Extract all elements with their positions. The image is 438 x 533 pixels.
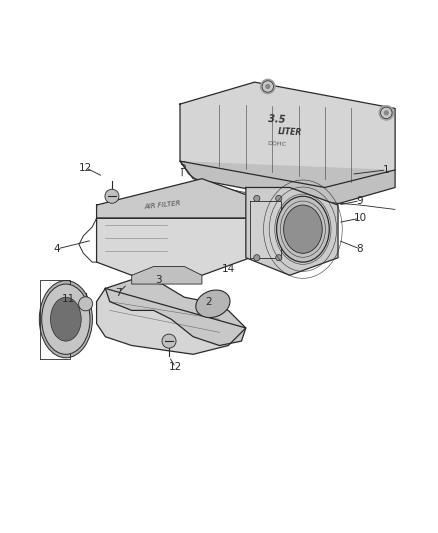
Text: 3.5: 3.5: [267, 114, 285, 125]
Polygon shape: [245, 188, 337, 275]
Polygon shape: [131, 266, 201, 284]
Polygon shape: [96, 288, 245, 354]
Text: 12: 12: [79, 163, 92, 173]
Polygon shape: [250, 205, 280, 258]
Circle shape: [78, 297, 92, 311]
Ellipse shape: [50, 297, 81, 341]
Text: 1: 1: [382, 165, 389, 175]
Text: 4: 4: [53, 244, 60, 254]
Circle shape: [378, 105, 393, 121]
Text: 9: 9: [356, 196, 363, 206]
Text: 12: 12: [169, 362, 182, 373]
Polygon shape: [96, 179, 250, 218]
Circle shape: [162, 334, 176, 348]
Text: 8: 8: [356, 244, 363, 254]
Text: DOHC: DOHC: [266, 141, 286, 147]
Ellipse shape: [283, 205, 321, 253]
Circle shape: [105, 189, 119, 203]
Text: 2: 2: [205, 297, 212, 306]
Text: 3: 3: [154, 274, 161, 285]
Text: AIR FILTER: AIR FILTER: [143, 200, 181, 210]
Circle shape: [275, 255, 281, 261]
Polygon shape: [96, 218, 250, 275]
Ellipse shape: [42, 284, 90, 354]
Circle shape: [275, 196, 281, 201]
Ellipse shape: [39, 280, 92, 358]
Circle shape: [261, 81, 273, 92]
Circle shape: [253, 255, 259, 261]
Text: 7: 7: [115, 288, 122, 298]
Polygon shape: [105, 280, 245, 345]
Text: 10: 10: [353, 213, 366, 223]
Circle shape: [383, 110, 388, 116]
Polygon shape: [180, 161, 394, 205]
Text: LITER: LITER: [277, 127, 301, 138]
Circle shape: [259, 78, 275, 94]
Circle shape: [380, 107, 391, 118]
Ellipse shape: [195, 290, 230, 318]
Polygon shape: [180, 82, 394, 188]
Text: 5: 5: [178, 160, 185, 171]
Text: 11: 11: [61, 294, 74, 304]
Circle shape: [265, 84, 270, 89]
Ellipse shape: [276, 196, 328, 262]
Polygon shape: [250, 200, 280, 258]
Circle shape: [253, 196, 259, 201]
Text: 14: 14: [221, 264, 234, 273]
